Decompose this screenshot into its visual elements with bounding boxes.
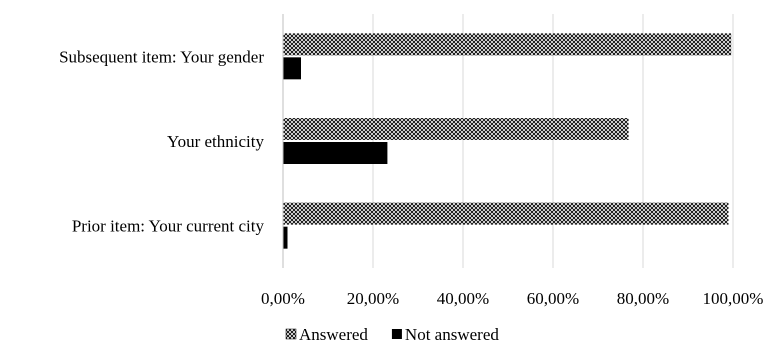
bar-answered-2	[283, 202, 729, 225]
x-tick-label-2: 40,00%	[437, 289, 489, 308]
legend-swatch-1	[391, 329, 402, 339]
bars	[283, 33, 732, 249]
legend: Answered Not answered	[285, 325, 499, 344]
x-tick-labels: 0,00% 20,00% 40,00% 60,00% 80,00% 100,00%	[261, 289, 763, 308]
category-label-0: Subsequent item: Your gender	[59, 47, 264, 66]
category-labels: Subsequent item: Your gender Your ethnici…	[59, 47, 264, 235]
bar-not-answered-0	[283, 57, 301, 80]
bar-answered-1	[283, 118, 629, 140]
gridlines	[372, 14, 734, 268]
legend-label-1: Not answered	[405, 325, 499, 344]
x-tick-label-3: 60,00%	[527, 289, 579, 308]
x-tick-label-5: 100,00%	[703, 289, 764, 308]
bar-not-answered-2	[283, 226, 288, 249]
category-label-1: Your ethnicity	[167, 132, 264, 151]
legend-swatch-0	[285, 328, 297, 340]
legend-label-0: Answered	[299, 325, 368, 344]
bar-answered-0	[283, 33, 732, 56]
bar-not-answered-1	[283, 142, 388, 164]
x-tick-label-1: 20,00%	[347, 289, 399, 308]
category-label-2: Prior item: Your current city	[72, 217, 265, 236]
x-tick-label-4: 80,00%	[617, 289, 669, 308]
x-tick-label-0: 0,00%	[261, 289, 305, 308]
